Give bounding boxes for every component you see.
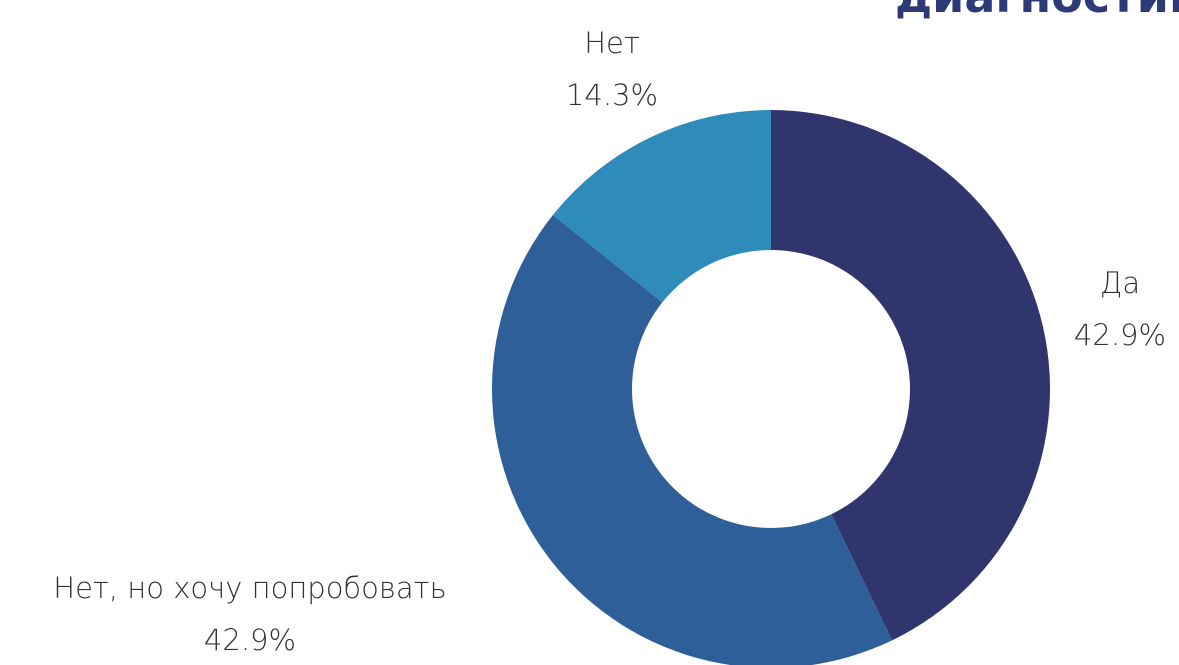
donut-slice xyxy=(552,110,771,303)
slice-value-label: 42.9% xyxy=(1074,318,1166,352)
donut-slice xyxy=(492,215,893,665)
slice-label: Нет, но хочу попробовать xyxy=(53,571,446,605)
donut-slice xyxy=(771,110,1050,641)
slice-label: Нет xyxy=(584,26,640,60)
slice-label: Да xyxy=(1100,266,1140,300)
chart-title: диагностике xyxy=(895,0,1179,23)
slice-value-label: 14.3% xyxy=(566,78,658,112)
slice-value-label: 42.9% xyxy=(204,623,296,657)
